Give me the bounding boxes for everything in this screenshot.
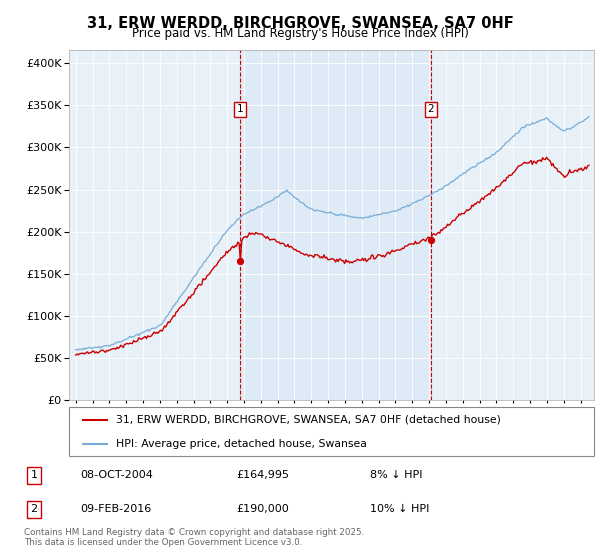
Point	[426, 236, 436, 245]
Text: 2: 2	[427, 104, 434, 114]
FancyBboxPatch shape	[69, 407, 594, 456]
Text: 2: 2	[31, 505, 38, 515]
Text: 08-OCT-2004: 08-OCT-2004	[80, 470, 152, 480]
Text: HPI: Average price, detached house, Swansea: HPI: Average price, detached house, Swan…	[116, 438, 367, 449]
Text: 10% ↓ HPI: 10% ↓ HPI	[370, 505, 430, 515]
Text: 8% ↓ HPI: 8% ↓ HPI	[370, 470, 422, 480]
Text: 09-FEB-2016: 09-FEB-2016	[80, 505, 151, 515]
Bar	[240, 50, 431, 400]
Text: 1: 1	[31, 470, 38, 480]
Text: £190,000: £190,000	[236, 505, 289, 515]
Text: £164,995: £164,995	[236, 470, 289, 480]
Text: 31, ERW WERDD, BIRCHGROVE, SWANSEA, SA7 0HF (detached house): 31, ERW WERDD, BIRCHGROVE, SWANSEA, SA7 …	[116, 415, 501, 425]
Text: 31, ERW WERDD, BIRCHGROVE, SWANSEA, SA7 0HF: 31, ERW WERDD, BIRCHGROVE, SWANSEA, SA7 …	[86, 16, 514, 31]
Point	[236, 257, 245, 266]
Text: 1: 1	[237, 104, 244, 114]
Text: Price paid vs. HM Land Registry's House Price Index (HPI): Price paid vs. HM Land Registry's House …	[131, 27, 469, 40]
Text: Contains HM Land Registry data © Crown copyright and database right 2025.
This d: Contains HM Land Registry data © Crown c…	[24, 528, 364, 547]
